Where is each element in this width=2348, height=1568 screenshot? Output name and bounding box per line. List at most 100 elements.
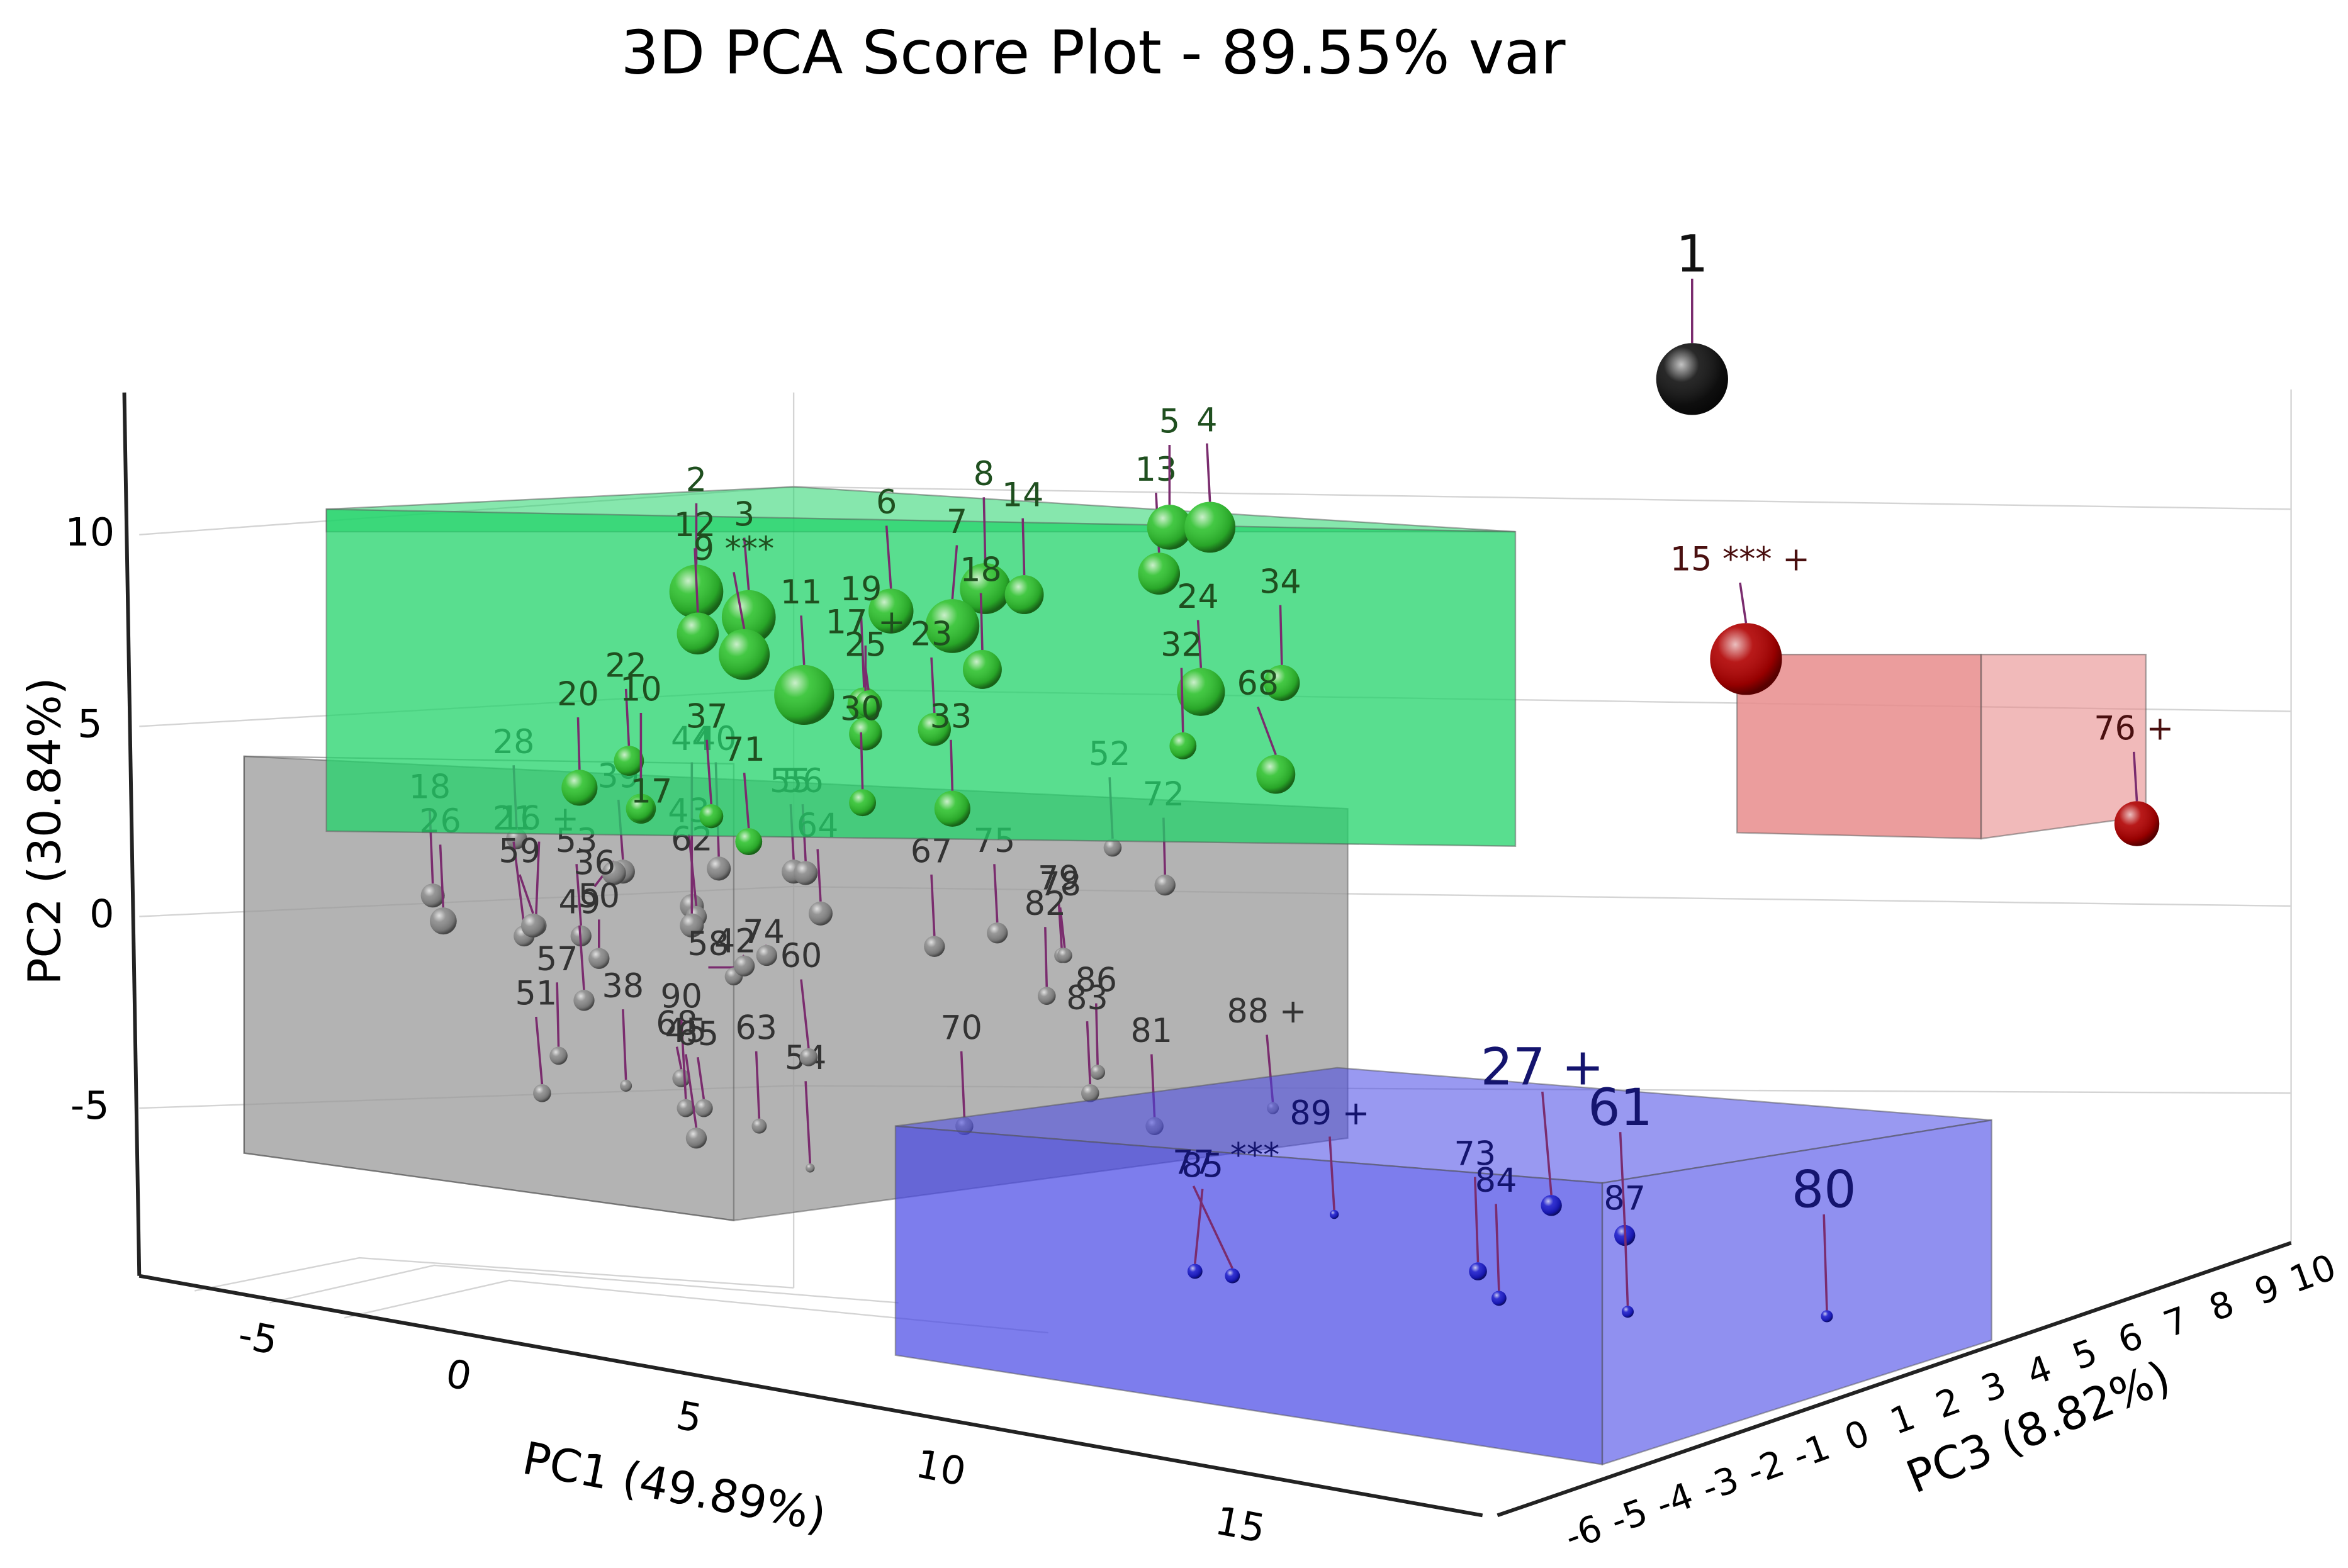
sphere-shading [934, 790, 970, 827]
point-label: 68 [1237, 664, 1279, 703]
point-label: 11 [780, 573, 823, 612]
stem [1192, 1185, 1233, 1269]
pc3-tick-label: 10 [2284, 1246, 2342, 1301]
stem [685, 1054, 698, 1128]
point-label: 8 [974, 455, 994, 493]
sphere-shading [1656, 343, 1728, 415]
sphere-shading [602, 861, 626, 885]
score-point: 90 [660, 977, 702, 1117]
pc1-tick-label: 0 [442, 1351, 475, 1400]
stem [1057, 901, 1063, 948]
score-point: 30 [840, 690, 882, 817]
score-point: 84 [1475, 1162, 1517, 1306]
score-point: 18 [960, 551, 1002, 689]
stem [675, 1046, 683, 1070]
pc2-title: PC2 (30.84%) [19, 678, 71, 985]
sphere-shading [962, 650, 1002, 689]
point-label: 81 [1131, 1012, 1173, 1050]
cluster: 1 [1656, 225, 1728, 415]
sphere-shading [685, 1128, 707, 1149]
point-label: 37 [686, 697, 728, 736]
sphere-shading [855, 690, 882, 718]
sphere-shading [918, 712, 951, 746]
stem [1495, 1204, 1500, 1291]
sphere-shading [420, 883, 445, 908]
stem [979, 593, 984, 651]
point-label: 90 [660, 977, 702, 1016]
sphere-shading [1004, 575, 1044, 614]
sphere-shading [1154, 874, 1176, 896]
point-label: 57 [536, 940, 578, 978]
stem [804, 1081, 812, 1164]
point-label: 80 [1792, 1161, 1856, 1220]
score-point: 6 [868, 483, 914, 634]
sphere-shading [1621, 1306, 1634, 1318]
sphere-shading [987, 922, 1008, 944]
stem [556, 982, 560, 1047]
pc3-tick-label: -1 [1787, 1426, 1835, 1477]
pc3-tick-label: 9 [2249, 1267, 2285, 1313]
point-label: 33 [930, 697, 972, 736]
point-label: 63 [735, 1009, 777, 1047]
pc1-title: PC1 (49.89%) [519, 1432, 831, 1542]
point-label: 78 [1039, 865, 1081, 904]
score-point: 79 [1038, 859, 1080, 963]
score-point: 4 [1184, 401, 1236, 553]
sphere-shading [677, 612, 719, 655]
sphere-shading [1057, 948, 1072, 963]
score-point: 36 [573, 844, 626, 888]
score-point: 24 [1177, 578, 1225, 716]
point-label: 65 [677, 1015, 719, 1053]
pc3-tick-label: 8 [2204, 1283, 2240, 1330]
sphere-shading [620, 1079, 632, 1092]
cluster-box [1736, 653, 1982, 840]
point-label: 24 [1177, 578, 1219, 616]
stem [816, 849, 822, 902]
sphere-shading [561, 770, 598, 806]
score-point: *** [1230, 1136, 1280, 1175]
stem [1279, 605, 1283, 665]
point-label: 73 [1454, 1134, 1496, 1173]
point-label: 85 [1181, 1146, 1223, 1185]
point-label: 27 + [1481, 1038, 1604, 1097]
score-point: 63 [735, 1009, 777, 1134]
sphere-shading [1821, 1310, 1833, 1323]
sphere-shading [680, 913, 704, 938]
score-point: 83 [1066, 979, 1108, 1102]
stem [622, 1009, 627, 1080]
sphere-shading [751, 1118, 767, 1134]
point-label: 15 *** + [1670, 540, 1810, 579]
score-point: 51 [515, 975, 557, 1102]
point-label: 13 [1135, 451, 1177, 489]
pc1-tick-label: 15 [1211, 1498, 1269, 1552]
stem [1180, 668, 1184, 732]
score-point: 80 [1792, 1161, 1856, 1323]
score-point: 59 [498, 832, 546, 938]
point-label: 77 [1172, 1144, 1215, 1182]
score-point: 77 [1172, 1144, 1240, 1284]
point-label: 36 [573, 844, 615, 883]
score-point: 14 [1002, 476, 1044, 614]
stem [743, 537, 750, 591]
stem [864, 668, 870, 691]
score-point: 12 [674, 506, 719, 655]
point-label: 60 [780, 937, 823, 975]
sphere-shading [1541, 1195, 1562, 1216]
point-label: *** [1230, 1136, 1280, 1175]
point-label: 42 [714, 922, 756, 960]
stem [885, 525, 892, 589]
sphere-shading [2114, 801, 2160, 846]
score-point: 86 [1075, 961, 1117, 1080]
score-point: 33 [930, 697, 972, 827]
stem [576, 717, 581, 770]
stem [982, 497, 987, 564]
point-label: 45 [665, 1012, 707, 1050]
stem [694, 548, 699, 613]
score-point: 3 [721, 495, 776, 644]
stem [624, 688, 631, 746]
pc3-tick-label: -2 [1742, 1442, 1790, 1493]
score-point: 85 [1181, 1146, 1223, 1279]
score-point: 73 [1454, 1134, 1496, 1280]
sphere-shading [1491, 1291, 1507, 1306]
sphere-shading [1469, 1262, 1487, 1280]
